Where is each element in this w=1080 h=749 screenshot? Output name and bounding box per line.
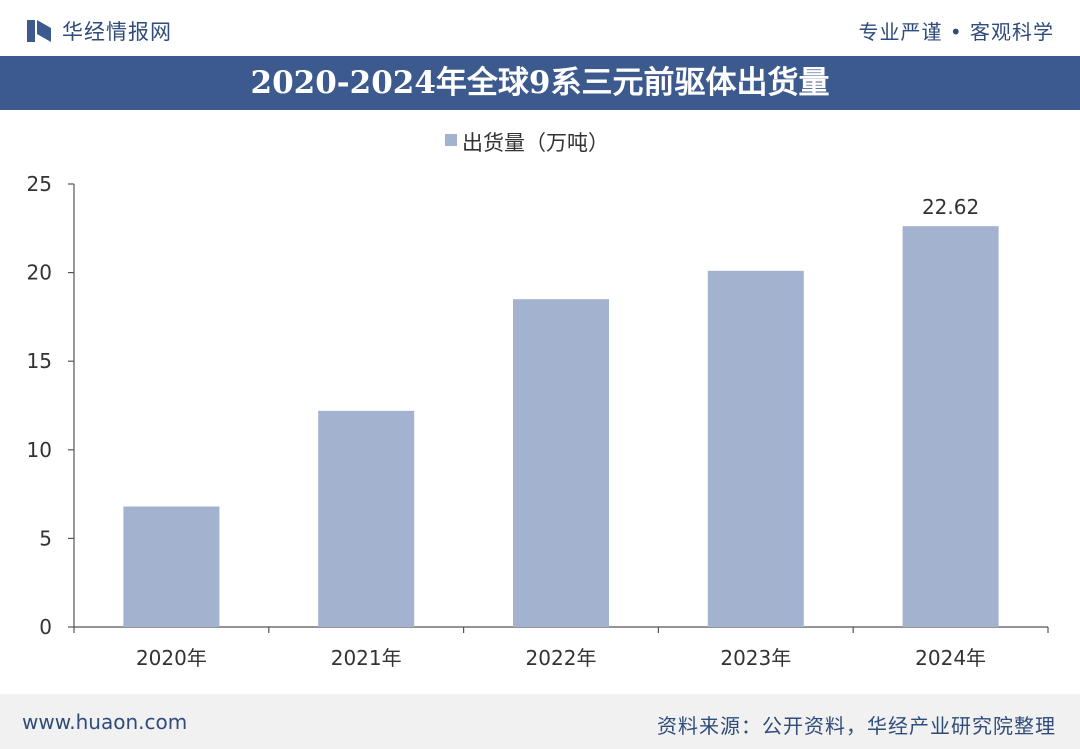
footer-source: 资料来源：公开资料，华经产业研究院整理 xyxy=(657,714,1056,738)
x-tick-label: 2024年 xyxy=(915,646,986,670)
x-tick-label: 2020年 xyxy=(136,646,207,670)
chart-bars xyxy=(123,226,999,628)
title-band: 2020-2024年全球9系三元前驱体出货量 xyxy=(0,56,1080,110)
legend-label: 出货量（万吨） xyxy=(462,131,609,155)
y-tick-label: 20 xyxy=(27,261,52,285)
y-tick-label: 0 xyxy=(39,615,52,639)
footer: www.huaon.com 资料来源：公开资料，华经产业研究院整理 xyxy=(0,694,1080,749)
chart-axes: 0 5 10 15 20 25 xyxy=(27,172,1049,639)
legend-swatch xyxy=(445,134,457,146)
footer-url: www.huaon.com xyxy=(22,710,188,734)
bar xyxy=(707,270,804,627)
brand-name: 华经情报网 xyxy=(62,20,172,44)
x-tick-label: 2021年 xyxy=(331,646,402,670)
y-tick-label: 10 xyxy=(27,438,52,462)
brand-slogan: 专业严谨 • 客观科学 xyxy=(858,20,1054,44)
brand-logo-icon xyxy=(27,20,51,42)
bar xyxy=(123,506,220,627)
data-label: 22.62 xyxy=(922,195,979,219)
chart-legend: 出货量（万吨） xyxy=(445,131,609,155)
x-tick-label: 2022年 xyxy=(526,646,597,670)
brand-header: 华经情报网 专业严谨 • 客观科学 xyxy=(0,0,1080,56)
bar xyxy=(513,299,609,627)
x-tick-label: 2023年 xyxy=(720,646,791,670)
bar xyxy=(902,226,999,628)
chart-labels: 2020年 2021年 2022年 2023年 2024年 22.62 xyxy=(136,195,986,670)
y-tick-label: 15 xyxy=(27,349,52,373)
y-tick-label: 25 xyxy=(27,172,52,196)
bar xyxy=(318,410,415,627)
chart-title: 2020-2024年全球9系三元前驱体出货量 xyxy=(250,65,830,101)
y-tick-label: 5 xyxy=(39,526,52,550)
